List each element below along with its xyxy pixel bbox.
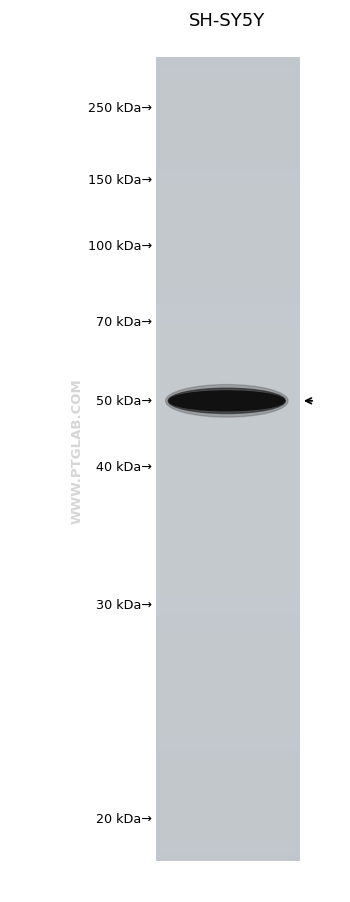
Text: 20 kDa→: 20 kDa→ [96, 813, 152, 825]
Text: 70 kDa→: 70 kDa→ [96, 316, 152, 328]
Text: 30 kDa→: 30 kDa→ [96, 598, 152, 611]
Ellipse shape [166, 385, 288, 418]
Text: 100 kDa→: 100 kDa→ [88, 240, 152, 253]
Ellipse shape [169, 391, 285, 411]
Text: 50 kDa→: 50 kDa→ [96, 395, 152, 408]
Ellipse shape [168, 389, 286, 414]
Text: WWW.PTGLAB.COM: WWW.PTGLAB.COM [70, 378, 84, 524]
Text: SH-SY5Y: SH-SY5Y [189, 12, 266, 30]
Text: 250 kDa→: 250 kDa→ [88, 102, 152, 115]
Text: 150 kDa→: 150 kDa→ [88, 174, 152, 187]
Text: 40 kDa→: 40 kDa→ [96, 461, 152, 474]
